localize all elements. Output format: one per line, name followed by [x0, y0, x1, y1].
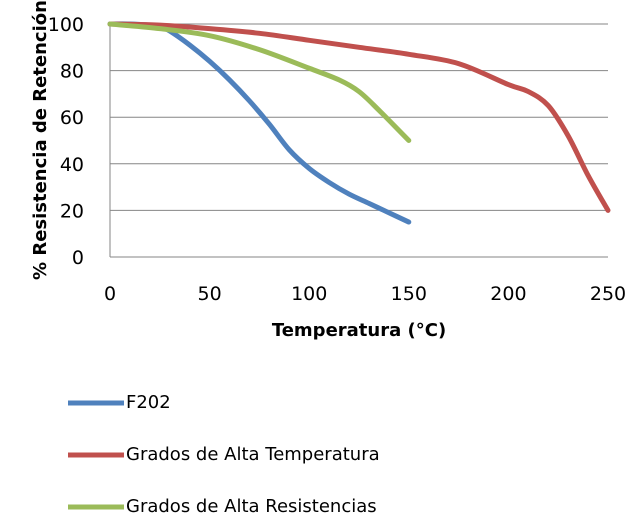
x-tick-label: 50: [198, 283, 222, 305]
y-tick-label: 20: [60, 200, 84, 222]
gridlines: [109, 23, 608, 258]
x-tick-label: 150: [391, 283, 427, 305]
y-tick-label: 40: [60, 154, 84, 176]
series-line-2: [107, 21, 412, 143]
y-tick-label: 80: [60, 61, 84, 83]
y-axis-title: % Resistencia de Retención: [30, 0, 51, 280]
series-line-1: [107, 21, 611, 213]
legend-label-2: Grados de Alta Resistencias: [126, 496, 377, 517]
x-axis-title: Temperatura (°C): [272, 320, 446, 341]
y-tick-label: 60: [60, 107, 84, 129]
legend-label-1: Grados de Alta Temperatura: [126, 444, 380, 465]
x-tick-label: 0: [104, 283, 116, 305]
series-lines: [107, 21, 611, 225]
y-tick-label: 0: [72, 247, 84, 269]
series-line-0: [107, 21, 412, 225]
x-tick-label: 100: [291, 283, 327, 305]
x-tick-label: 200: [490, 283, 526, 305]
legend: F202 Grados de Alta Temperatura Grados de …: [68, 392, 380, 517]
y-tick-label: 100: [48, 14, 84, 36]
x-tick-label: 250: [590, 283, 626, 305]
axis-ticks: 0 20 40 60 80 100 0 50 100 150 200 250: [48, 14, 626, 305]
legend-label-0: F202: [126, 392, 171, 413]
